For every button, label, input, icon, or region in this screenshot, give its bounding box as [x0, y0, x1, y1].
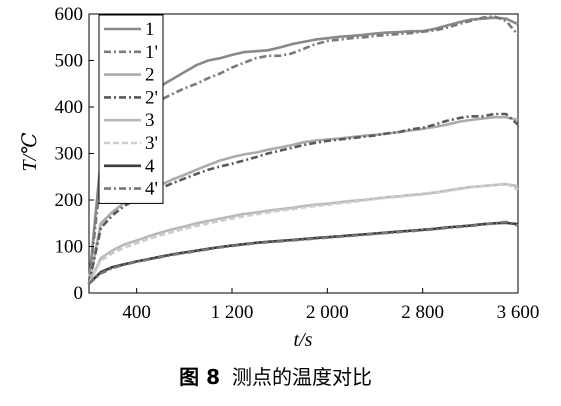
figure-caption: 图 8 测点的温度对比	[179, 365, 372, 389]
caption-text: 测点的温度对比	[232, 365, 372, 389]
x-tick-label: 2 800	[401, 302, 444, 323]
y-tick-label: 500	[55, 51, 84, 72]
x-tick-label: 3 600	[497, 302, 540, 323]
y-axis-label: T/℃	[19, 132, 41, 171]
series-line-6	[87, 182, 519, 285]
y-tick-label: 300	[55, 144, 84, 165]
legend-label: 2'	[145, 87, 158, 108]
legend-box	[98, 14, 164, 204]
legend-label: 3'	[145, 133, 158, 154]
x-tick-label: 400	[122, 302, 151, 323]
legend-label: 4'	[145, 179, 158, 200]
y-tick-label: 0	[74, 283, 84, 304]
x-axis-label: t/s	[294, 329, 313, 351]
legend-label: 3	[145, 110, 155, 131]
y-tick-label: 200	[55, 190, 84, 211]
axes-layer: 0 100 200 300 400 500 600 400 1 200 2 000 2 800 3 6…	[55, 4, 540, 323]
x-tick-label: 2 000	[306, 302, 349, 323]
y-tick-label: 400	[55, 97, 84, 118]
y-tick-label: 600	[55, 4, 84, 25]
caption-figure-number: 图 8	[179, 365, 220, 389]
series-line-2	[87, 14, 519, 284]
legend-label: 1'	[145, 42, 158, 63]
legend-label: 2	[145, 65, 155, 86]
legend: 11'22'33'44'	[98, 14, 164, 204]
y-tick-label: 100	[55, 237, 84, 258]
series-line-7	[88, 221, 519, 285]
series-line-4	[87, 112, 519, 284]
series-line-8	[88, 220, 519, 285]
legend-label: 4	[145, 156, 155, 177]
legend-label: 1	[145, 19, 155, 40]
x-tick-label: 1 200	[211, 302, 254, 323]
